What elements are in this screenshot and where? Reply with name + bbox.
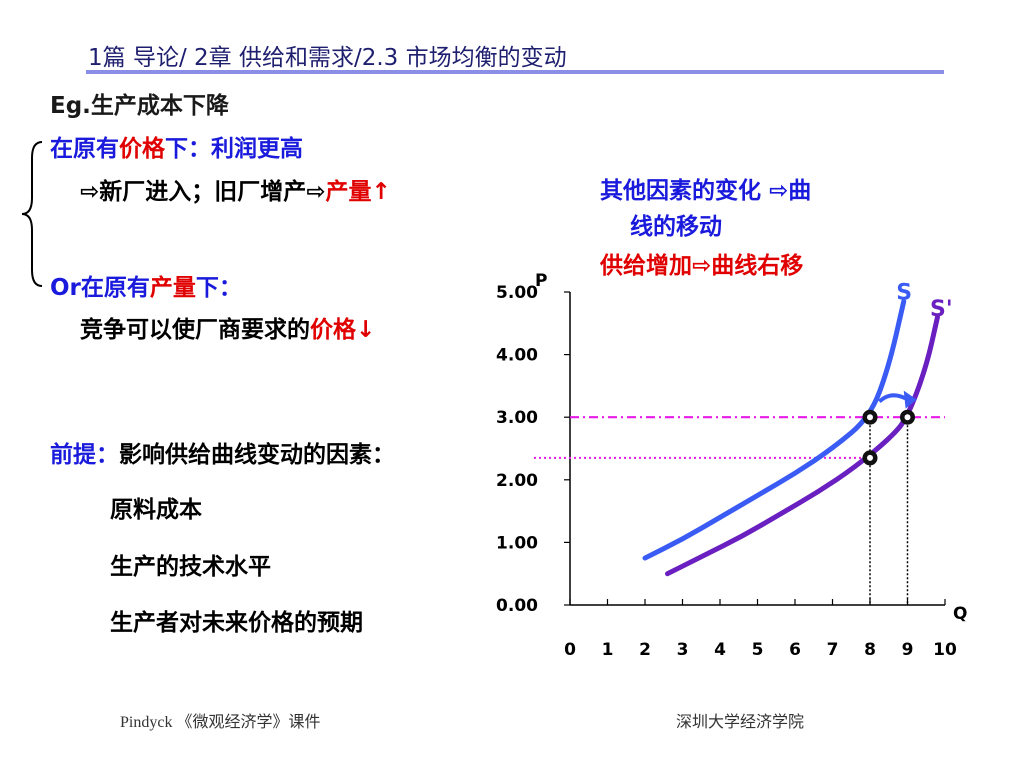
y-tick-label: 1.00 [496,533,538,553]
equilibrium-point-core [904,414,911,421]
x-tick-label: 4 [714,640,726,660]
note-other-factors-cont: 线的移动 [630,214,722,240]
up-arrow-icon: ↑ [371,179,391,205]
x-tick-label: 8 [864,640,876,660]
case-price-line: 在原有价格下：利润更高 [50,129,303,163]
series-label-s2: S' [930,297,953,322]
text-segment: 竞争可以使厂商要求的 [80,317,310,343]
shift-arrow-head [903,390,917,409]
x-tick-label: 6 [789,640,801,660]
factor-item: 原料成本 [110,497,202,523]
text-segment: 在原有 [50,136,119,162]
example-heading: Eg.生产成本下降 [50,93,229,119]
supply-shift-chart: 0.00 1.00 2.00 3.00 4.00 5.00 0 1 2 3 4 5 6 7 8 9 10 P Q SS… [496,271,967,660]
y-tick-label: 5.00 [496,283,538,303]
equilibrium-point-core [867,414,873,421]
text-highlight: 价格 [119,136,165,162]
case-quantity-result: 竞争可以使厂商要求的价格↓ [80,310,375,344]
text-highlight: 产量 [325,179,372,205]
x-tick-label: 1 [602,640,614,660]
text-segment: 下： [195,275,242,301]
x-axis-label: Q [953,604,967,624]
text-segment: ⇨新厂进入；旧厂增产⇨ [80,179,326,205]
text-segment: 影响供给曲线变动的因素： [119,442,395,468]
equilibrium-point-core [867,454,873,461]
x-tick-label: 2 [639,640,651,660]
supply-curve-1 [642,298,907,561]
x-tick-label: 0 [564,640,576,660]
header-underline [86,70,944,74]
series-label-s: S [896,281,912,306]
factor-item: 生产的技术水平 [110,554,271,580]
x-tick-label: 7 [827,640,839,660]
x-tick-label: 9 [902,640,914,660]
case-quantity-line: Or在原有产量下： [50,268,242,302]
text-segment: Or在原有 [50,275,150,301]
text-highlight: 价格 [310,317,356,343]
y-tick-label: 2.00 [496,471,538,491]
slide-header-title: 1篇 导论/ 2章 供给和需求/2.3 市场均衡的变动 [88,45,567,71]
note-supply-increase: 供给增加⇨曲线右移 [600,253,804,279]
y-tick-label: 3.00 [496,408,538,428]
case-price-result: ⇨新厂进入；旧厂增产⇨产量↑ [80,172,391,206]
note-other-factors: 其他因素的变化 ⇨曲 [600,178,812,204]
supply-curve-2 [665,314,940,577]
down-arrow-icon: ↓ [356,317,376,343]
x-tick-label: 10 [933,640,957,660]
x-tick-label: 5 [752,640,764,660]
premise-line: 前提：影响供给曲线变动的因素： [50,435,395,469]
text-segment: 下：利润更高 [165,136,303,162]
y-axis-label: P [535,271,547,291]
text-segment: 前提： [50,442,119,468]
footer-course: Pindyck 《微观经济学》课件 [120,714,321,731]
shift-arrow [878,393,907,404]
x-tick-label: 3 [677,640,689,660]
left-brace-icon [21,141,43,287]
text-highlight: 产量 [149,275,196,301]
factor-item: 生产者对未来价格的预期 [110,610,363,636]
y-tick-label: 0.00 [496,596,538,616]
y-tick-label: 4.00 [496,346,538,366]
footer-school: 深圳大学经济学院 [676,714,805,731]
